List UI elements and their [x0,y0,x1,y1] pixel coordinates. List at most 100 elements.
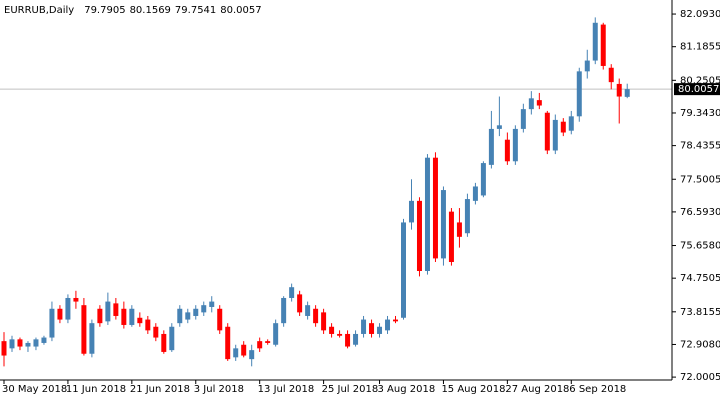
x-tick-label: 15 Aug 2018 [441,384,505,395]
candle-body [97,308,103,324]
candle-body [41,337,47,343]
candle-body [401,222,406,318]
candle-body [480,163,486,196]
candle-body [289,287,295,298]
candle-body [456,222,462,237]
candle-body [616,83,622,97]
price-label-box [674,83,720,96]
candle-body [377,326,383,334]
y-tick-label: 76.5930 [680,207,720,218]
candle-body [153,326,159,338]
candle-body [201,305,207,313]
x-tick-label: 27 Aug 2018 [505,384,569,395]
x-tick-label: 11 Jun 2018 [66,384,126,395]
candle-body [432,157,438,259]
candle-body [416,200,422,272]
candle-body [544,112,550,151]
header-open: 79.7905 [84,5,125,16]
candle-body [313,308,319,324]
x-tick-label: 13 Jul 2018 [258,384,315,395]
y-tick-label: 72.0005 [680,372,720,383]
candle-body [113,303,119,316]
candle-body [81,305,87,354]
candle-body [488,128,494,165]
candle-body [185,312,191,320]
candle-body [440,190,446,259]
candle-body [241,344,247,356]
candle-body [393,319,399,322]
chart-header: EURRUB,Daily 79.7905 80.1569 79.7541 80.0057 [4,5,262,16]
candle-body [385,319,391,331]
candle-body [592,22,598,61]
y-tick-label: 72.9080 [680,339,720,350]
candle-body [281,297,287,324]
candle-body [305,305,311,316]
x-tick-label: 30 May 2018 [2,384,67,395]
candle-body [193,308,199,316]
candle-body [25,342,31,347]
y-tick-label: 78.4355 [680,141,720,152]
y-tick-label: 74.7505 [680,273,720,284]
x-tick-label: 6 Sep 2018 [569,384,626,395]
candle-body [448,211,454,263]
candle-body [65,297,71,320]
candle-body [576,71,582,117]
candle-body [249,350,255,360]
candle-body [121,308,127,325]
candle-body [49,308,55,338]
candle-body [624,89,630,97]
candle-body [9,339,15,349]
candle-body [321,312,327,331]
candle-body [17,339,23,347]
y-tick-label: 82.0930 [680,9,720,20]
candle-body [105,301,111,322]
candle-body [265,341,271,343]
x-tick-label: 3 Jul 2018 [194,384,244,395]
candle-body [33,339,39,347]
candle-body [217,308,223,331]
x-tick-label: 25 Jul 2018 [322,384,379,395]
candle-body [273,323,279,345]
candle-body [353,333,359,345]
candle-body [361,319,367,334]
candle-body [472,186,478,201]
candle-body [129,308,135,325]
candle-body [552,119,558,151]
candle-body [408,200,414,223]
price-label: 80.0057 [678,84,719,95]
candle-body [89,323,95,354]
candle-body [584,60,590,72]
plot-area [0,17,672,367]
y-tick-label: 73.8155 [680,307,720,318]
candle-body [568,116,574,131]
candle-body [512,128,518,162]
candle-body [536,100,542,106]
candle-body [297,294,303,313]
candle-body [225,326,231,360]
candle-body [169,326,175,351]
candle-body [145,319,151,331]
y-tick-label: 75.6580 [680,241,720,252]
candle-body [520,109,526,129]
candle-body [57,308,63,320]
y-tick-label: 81.1855 [680,42,720,53]
symbol: EURRUB,Daily [4,5,74,16]
header-close: 80.0057 [220,5,261,16]
candle-body [257,341,263,349]
candle-body [464,199,470,234]
candle-body [1,341,7,356]
candle-body [528,98,534,110]
candle-body [161,333,167,352]
candle-body [369,323,375,334]
y-tick-label: 80.2505 [680,75,720,86]
header-low: 79.7541 [175,5,216,16]
candle-body [608,67,614,83]
candle-body [177,308,183,324]
x-tick-label: 3 Aug 2018 [378,384,436,395]
candle-body [233,348,239,358]
candle-body [560,121,566,133]
header-high: 80.1569 [130,5,171,16]
candle-body [496,125,502,129]
y-tick-label: 79.3430 [680,108,720,119]
